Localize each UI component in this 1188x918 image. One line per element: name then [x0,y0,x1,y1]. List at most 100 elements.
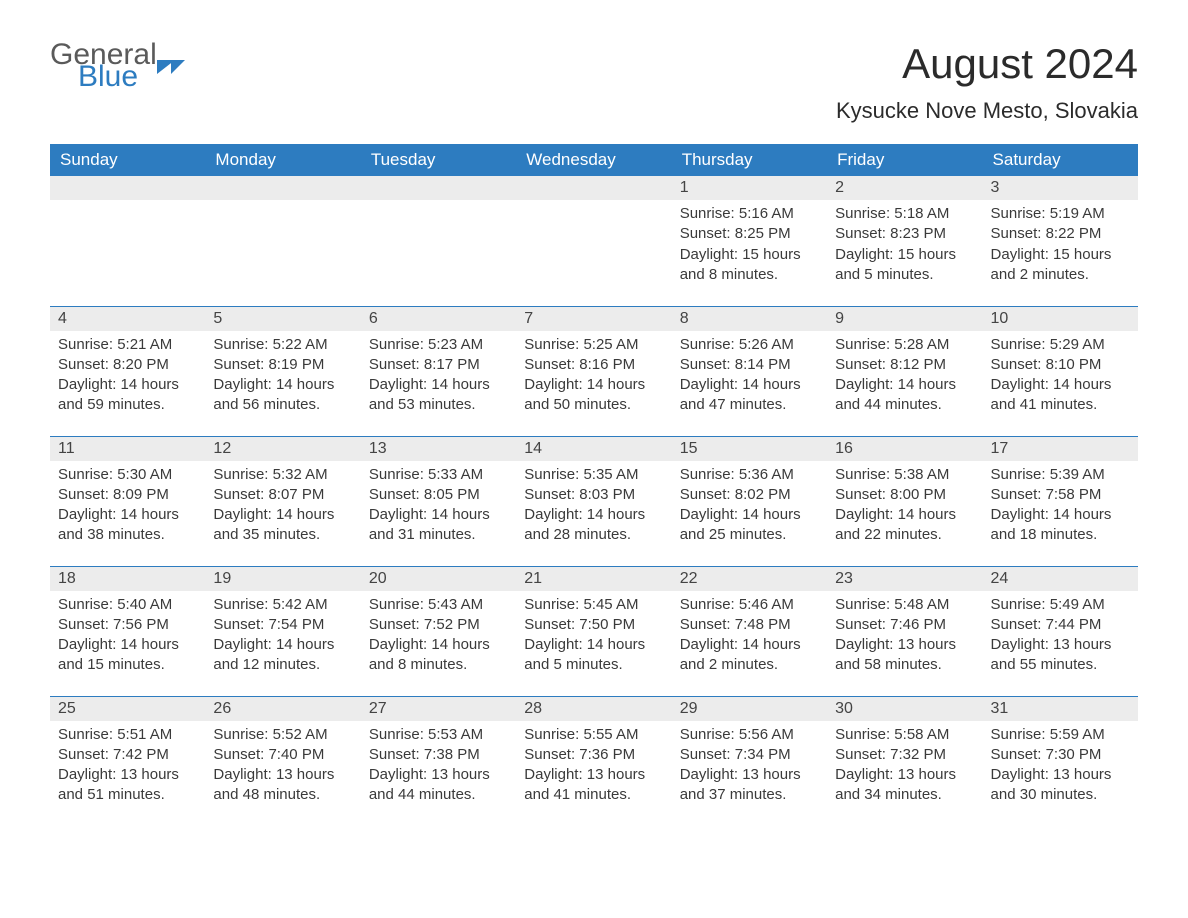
day-number: 7 [516,307,671,331]
sunrise-text: Sunrise: 5:45 AM [524,595,663,615]
daylight-text: Daylight: 14 hours and 8 minutes. [369,635,508,676]
day-body: Sunrise: 5:26 AMSunset: 8:14 PMDaylight:… [672,331,827,426]
day-body: Sunrise: 5:29 AMSunset: 8:10 PMDaylight:… [983,331,1138,426]
calendar-day-cell: 28Sunrise: 5:55 AMSunset: 7:36 PMDayligh… [516,696,671,826]
sunset-text: Sunset: 7:58 PM [991,485,1130,505]
sunset-text: Sunset: 8:14 PM [680,355,819,375]
day-number: 15 [672,437,827,461]
daylight-text: Daylight: 13 hours and 41 minutes. [524,765,663,806]
day-number: 8 [672,307,827,331]
sunrise-text: Sunrise: 5:46 AM [680,595,819,615]
day-body: Sunrise: 5:21 AMSunset: 8:20 PMDaylight:… [50,331,205,426]
logo: General Blue [50,40,185,92]
page-title: August 2024 [836,40,1138,88]
day-number: 23 [827,567,982,591]
day-number: 17 [983,437,1138,461]
calendar-day-cell: 29Sunrise: 5:56 AMSunset: 7:34 PMDayligh… [672,696,827,826]
calendar-day-cell: 11Sunrise: 5:30 AMSunset: 8:09 PMDayligh… [50,436,205,566]
day-body: Sunrise: 5:30 AMSunset: 8:09 PMDaylight:… [50,461,205,556]
day-number [361,176,516,200]
daylight-text: Daylight: 15 hours and 8 minutes. [680,245,819,286]
daylight-text: Daylight: 14 hours and 31 minutes. [369,505,508,546]
daylight-text: Daylight: 14 hours and 2 minutes. [680,635,819,676]
day-body: Sunrise: 5:53 AMSunset: 7:38 PMDaylight:… [361,721,516,816]
day-body: Sunrise: 5:23 AMSunset: 8:17 PMDaylight:… [361,331,516,426]
sunset-text: Sunset: 8:10 PM [991,355,1130,375]
sunset-text: Sunset: 8:19 PM [213,355,352,375]
calendar-day-cell: 6Sunrise: 5:23 AMSunset: 8:17 PMDaylight… [361,306,516,436]
sunrise-text: Sunrise: 5:51 AM [58,725,197,745]
sunset-text: Sunset: 8:20 PM [58,355,197,375]
sunrise-text: Sunrise: 5:33 AM [369,465,508,485]
col-sunday: Sunday [50,144,205,176]
day-body: Sunrise: 5:28 AMSunset: 8:12 PMDaylight:… [827,331,982,426]
sunrise-text: Sunrise: 5:35 AM [524,465,663,485]
calendar-week-row: 1Sunrise: 5:16 AMSunset: 8:25 PMDaylight… [50,176,1138,306]
daylight-text: Daylight: 14 hours and 5 minutes. [524,635,663,676]
daylight-text: Daylight: 13 hours and 34 minutes. [835,765,974,806]
day-number: 19 [205,567,360,591]
calendar-day-cell: 31Sunrise: 5:59 AMSunset: 7:30 PMDayligh… [983,696,1138,826]
sunset-text: Sunset: 7:52 PM [369,615,508,635]
day-body: Sunrise: 5:22 AMSunset: 8:19 PMDaylight:… [205,331,360,426]
day-number: 1 [672,176,827,200]
calendar-day-cell: 30Sunrise: 5:58 AMSunset: 7:32 PMDayligh… [827,696,982,826]
sunrise-text: Sunrise: 5:40 AM [58,595,197,615]
sunrise-text: Sunrise: 5:43 AM [369,595,508,615]
day-number: 2 [827,176,982,200]
col-monday: Monday [205,144,360,176]
daylight-text: Daylight: 14 hours and 15 minutes. [58,635,197,676]
day-number: 14 [516,437,671,461]
sunrise-text: Sunrise: 5:22 AM [213,335,352,355]
sunset-text: Sunset: 8:09 PM [58,485,197,505]
calendar-day-cell: 19Sunrise: 5:42 AMSunset: 7:54 PMDayligh… [205,566,360,696]
sunset-text: Sunset: 7:32 PM [835,745,974,765]
calendar-day-cell: 27Sunrise: 5:53 AMSunset: 7:38 PMDayligh… [361,696,516,826]
calendar-week-row: 4Sunrise: 5:21 AMSunset: 8:20 PMDaylight… [50,306,1138,436]
calendar-day-cell: 22Sunrise: 5:46 AMSunset: 7:48 PMDayligh… [672,566,827,696]
daylight-text: Daylight: 14 hours and 38 minutes. [58,505,197,546]
day-number: 21 [516,567,671,591]
day-number: 13 [361,437,516,461]
calendar-day-cell: 17Sunrise: 5:39 AMSunset: 7:58 PMDayligh… [983,436,1138,566]
sunset-text: Sunset: 7:30 PM [991,745,1130,765]
sunset-text: Sunset: 7:46 PM [835,615,974,635]
calendar-day-cell [361,176,516,306]
day-body: Sunrise: 5:48 AMSunset: 7:46 PMDaylight:… [827,591,982,686]
day-number [205,176,360,200]
day-body: Sunrise: 5:52 AMSunset: 7:40 PMDaylight:… [205,721,360,816]
daylight-text: Daylight: 13 hours and 37 minutes. [680,765,819,806]
day-number: 31 [983,697,1138,721]
day-body: Sunrise: 5:25 AMSunset: 8:16 PMDaylight:… [516,331,671,426]
sunrise-text: Sunrise: 5:59 AM [991,725,1130,745]
day-body: Sunrise: 5:18 AMSunset: 8:23 PMDaylight:… [827,200,982,295]
day-body: Sunrise: 5:43 AMSunset: 7:52 PMDaylight:… [361,591,516,686]
daylight-text: Daylight: 14 hours and 59 minutes. [58,375,197,416]
sunrise-text: Sunrise: 5:56 AM [680,725,819,745]
daylight-text: Daylight: 13 hours and 51 minutes. [58,765,197,806]
calendar-day-cell: 26Sunrise: 5:52 AMSunset: 7:40 PMDayligh… [205,696,360,826]
sunrise-text: Sunrise: 5:16 AM [680,204,819,224]
day-body: Sunrise: 5:32 AMSunset: 8:07 PMDaylight:… [205,461,360,556]
sunset-text: Sunset: 8:16 PM [524,355,663,375]
calendar-day-cell: 9Sunrise: 5:28 AMSunset: 8:12 PMDaylight… [827,306,982,436]
col-tuesday: Tuesday [361,144,516,176]
sunset-text: Sunset: 7:40 PM [213,745,352,765]
col-thursday: Thursday [672,144,827,176]
day-body: Sunrise: 5:58 AMSunset: 7:32 PMDaylight:… [827,721,982,816]
daylight-text: Daylight: 15 hours and 2 minutes. [991,245,1130,286]
day-number: 22 [672,567,827,591]
calendar-day-cell [50,176,205,306]
sunset-text: Sunset: 8:23 PM [835,224,974,244]
sunrise-text: Sunrise: 5:29 AM [991,335,1130,355]
day-body: Sunrise: 5:33 AMSunset: 8:05 PMDaylight:… [361,461,516,556]
sunset-text: Sunset: 7:42 PM [58,745,197,765]
calendar-week-row: 18Sunrise: 5:40 AMSunset: 7:56 PMDayligh… [50,566,1138,696]
daylight-text: Daylight: 14 hours and 22 minutes. [835,505,974,546]
daylight-text: Daylight: 14 hours and 53 minutes. [369,375,508,416]
daylight-text: Daylight: 14 hours and 41 minutes. [991,375,1130,416]
sunrise-text: Sunrise: 5:21 AM [58,335,197,355]
sunset-text: Sunset: 7:54 PM [213,615,352,635]
calendar-day-cell: 3Sunrise: 5:19 AMSunset: 8:22 PMDaylight… [983,176,1138,306]
sunset-text: Sunset: 8:22 PM [991,224,1130,244]
